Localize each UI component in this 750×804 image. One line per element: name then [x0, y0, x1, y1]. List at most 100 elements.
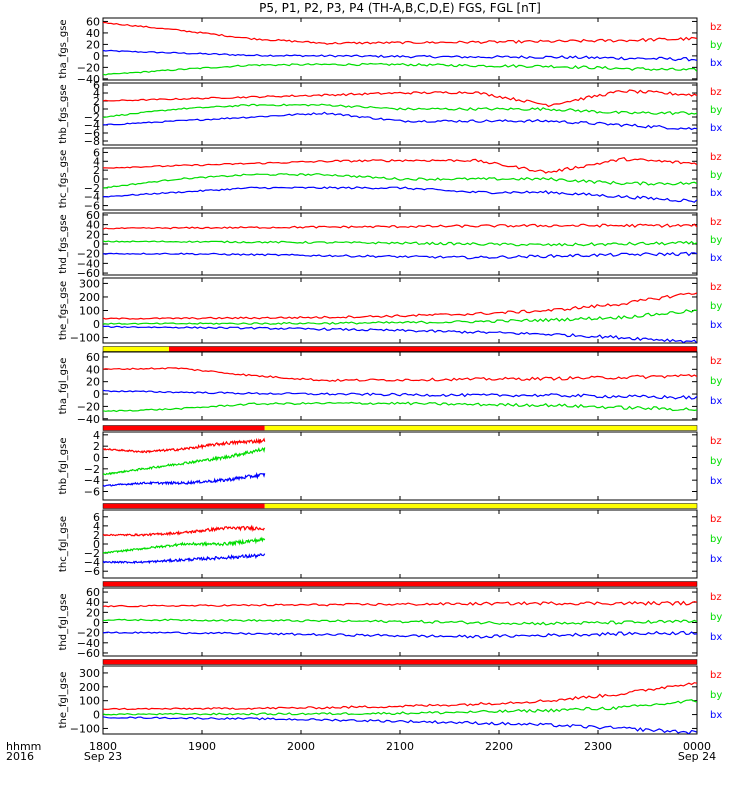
y-tick-label: 0 [93, 173, 100, 186]
y-tick-label: 0 [93, 452, 100, 465]
x-tick-label: 2300 [584, 740, 612, 753]
y-tick-label: −8 [84, 135, 100, 148]
y-tick-label: 0 [93, 388, 100, 401]
y-axis-label: thd_fgl_gse [58, 594, 69, 651]
y-tick-label: −4 [84, 119, 100, 132]
y-tick-label: 200 [79, 291, 100, 304]
legend-by: by [710, 301, 722, 312]
x-tick-label: 1900 [188, 740, 216, 753]
series-line-by [103, 173, 697, 189]
series-line-bx [103, 471, 266, 487]
x-tick-label: 1800 [89, 740, 117, 753]
corner-label-year: 2016 [6, 750, 34, 763]
y-tick-label: 6 [93, 79, 100, 92]
y-tick-label: −60 [77, 267, 100, 280]
panel-frame [102, 351, 698, 421]
y-tick-label: 2 [93, 529, 100, 542]
series-line-bz [103, 21, 697, 45]
status-bar-segment [103, 346, 169, 352]
y-tick-label: −2 [84, 463, 100, 476]
series-line-by [103, 447, 266, 476]
legend-bx: bx [710, 710, 722, 721]
legend-by: by [710, 170, 722, 181]
y-tick-label: 0 [93, 617, 100, 630]
plot-title: P5, P1, P2, P3, P4 (TH-A,B,C,D,E) FGS, F… [259, 1, 541, 15]
legend-by: by [710, 40, 722, 51]
legend-by: by [710, 376, 722, 387]
series-line-bz [103, 437, 266, 454]
y-tick-label: −2 [84, 547, 100, 560]
y-tick-label: 300 [79, 277, 100, 290]
y-tick-label: −2 [84, 182, 100, 195]
y-tick-label: −4 [84, 474, 100, 487]
y-tick-label: 2 [93, 164, 100, 177]
status-bar-segment [103, 659, 697, 665]
status-bar-frame [102, 659, 698, 665]
status-bar-frame [102, 425, 698, 431]
y-tick-label: 0 [93, 103, 100, 116]
corner-label-hhmm: hhmm [6, 740, 41, 753]
legend-by: by [710, 612, 722, 623]
y-tick-label: −40 [77, 637, 100, 650]
series-line-by [103, 536, 266, 554]
series-line-bz [103, 292, 697, 320]
y-tick-label: 0 [93, 709, 100, 722]
legend-bz: bz [710, 356, 722, 367]
series-line-by [103, 401, 697, 413]
panel-thb_fgl_gse: 420−2−4−6 thb_fgl_gse bz by bx [58, 429, 722, 509]
y-tick-label: −20 [77, 61, 100, 74]
panel-frame [102, 431, 698, 501]
y-axis-label: thc_fgs_gse [58, 150, 69, 209]
y-axis-label: the_fgl_gse [58, 672, 69, 729]
y-tick-label: −100 [70, 722, 100, 735]
y-tick-label: −4 [84, 556, 100, 569]
legend-bx: bx [710, 253, 722, 264]
y-tick-label: −20 [77, 248, 100, 261]
legend-bx: bx [710, 188, 722, 199]
y-tick-label: −6 [84, 565, 100, 578]
legend-bz: bz [710, 670, 722, 681]
x-tick-label: 2100 [386, 740, 414, 753]
legend-bx: bx [710, 554, 722, 565]
y-axis-label: tha_fgs_gse [58, 19, 69, 78]
status-bar-segment [264, 425, 697, 431]
series-line-bx [103, 186, 697, 203]
y-tick-label: 100 [79, 695, 100, 708]
y-tick-label: 40 [86, 27, 100, 40]
status-bar-segment [103, 503, 265, 509]
y-tick-label: −40 [77, 73, 100, 86]
legend-bz: bz [710, 436, 722, 447]
series-line-bx [103, 553, 266, 565]
y-tick-label: 0 [93, 538, 100, 551]
y-tick-label: 4 [93, 429, 100, 442]
y-axis-label: the_fgs_gse [58, 281, 69, 340]
y-tick-label: 4 [93, 520, 100, 533]
y-tick-label: 200 [79, 681, 100, 694]
series-line-bx [103, 325, 697, 343]
series-line-bz [103, 600, 697, 608]
y-tick-label: 60 [86, 351, 100, 364]
y-tick-label: −40 [77, 413, 100, 426]
y-tick-label: 60 [86, 209, 100, 222]
series-line-bz [103, 524, 265, 537]
y-tick-label: 0 [93, 238, 100, 251]
y-tick-label: 60 [86, 586, 100, 599]
series-line-by [103, 699, 697, 716]
series-line-bz [103, 223, 697, 230]
x-date-label: Sep 23 [84, 750, 122, 763]
status-bar-frame [102, 581, 698, 587]
series-line-bz [103, 89, 697, 108]
y-tick-label: 40 [86, 363, 100, 376]
legend-bx: bx [710, 632, 722, 643]
series-line-by [103, 240, 697, 247]
legend-bz: bz [710, 282, 722, 293]
